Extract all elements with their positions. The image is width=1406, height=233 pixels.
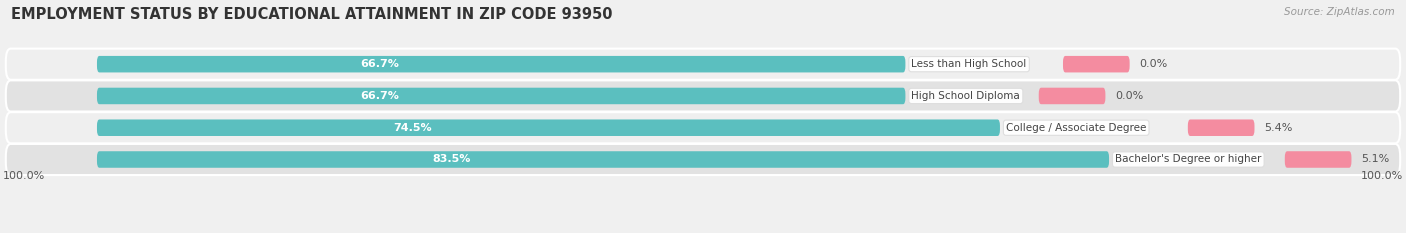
Text: High School Diploma: High School Diploma <box>911 91 1021 101</box>
FancyBboxPatch shape <box>1063 56 1129 72</box>
Text: Source: ZipAtlas.com: Source: ZipAtlas.com <box>1284 7 1395 17</box>
Text: 0.0%: 0.0% <box>1115 91 1143 101</box>
Text: 5.4%: 5.4% <box>1264 123 1292 133</box>
FancyBboxPatch shape <box>1039 88 1105 104</box>
FancyBboxPatch shape <box>1188 120 1254 136</box>
Text: 0.0%: 0.0% <box>1139 59 1167 69</box>
Text: EMPLOYMENT STATUS BY EDUCATIONAL ATTAINMENT IN ZIP CODE 93950: EMPLOYMENT STATUS BY EDUCATIONAL ATTAINM… <box>11 7 613 22</box>
FancyBboxPatch shape <box>97 56 905 72</box>
FancyBboxPatch shape <box>97 151 1109 168</box>
Text: 66.7%: 66.7% <box>360 59 399 69</box>
Text: 100.0%: 100.0% <box>3 171 45 181</box>
FancyBboxPatch shape <box>6 49 1400 80</box>
Text: 74.5%: 74.5% <box>394 123 432 133</box>
Text: 66.7%: 66.7% <box>360 91 399 101</box>
Text: Less than High School: Less than High School <box>911 59 1026 69</box>
Text: 100.0%: 100.0% <box>1361 171 1403 181</box>
FancyBboxPatch shape <box>97 88 905 104</box>
FancyBboxPatch shape <box>6 80 1400 112</box>
Text: 83.5%: 83.5% <box>432 154 471 164</box>
FancyBboxPatch shape <box>6 144 1400 175</box>
FancyBboxPatch shape <box>6 112 1400 143</box>
Text: Bachelor's Degree or higher: Bachelor's Degree or higher <box>1115 154 1261 164</box>
Text: College / Associate Degree: College / Associate Degree <box>1007 123 1146 133</box>
FancyBboxPatch shape <box>1285 151 1351 168</box>
Text: 5.1%: 5.1% <box>1361 154 1389 164</box>
FancyBboxPatch shape <box>97 120 1000 136</box>
